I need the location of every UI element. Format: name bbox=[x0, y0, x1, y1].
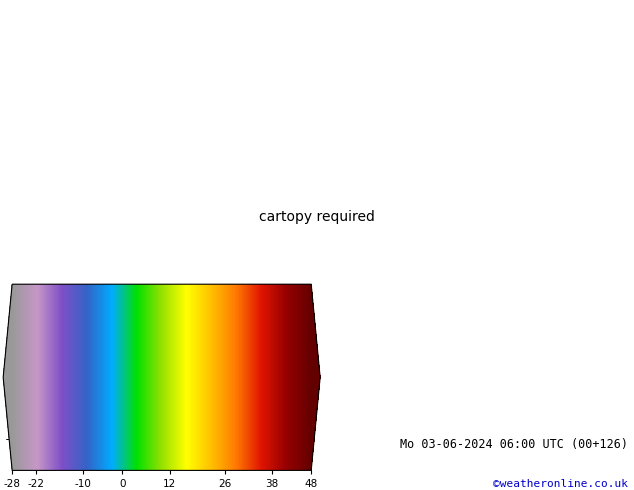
Text: Mo 03-06-2024 06:00 UTC (00+126): Mo 03-06-2024 06:00 UTC (00+126) bbox=[399, 438, 628, 451]
PathPatch shape bbox=[311, 284, 320, 470]
Text: Temperature (2m) [°C] ECMWF: Temperature (2m) [°C] ECMWF bbox=[6, 438, 198, 451]
Text: ©weatheronline.co.uk: ©weatheronline.co.uk bbox=[493, 479, 628, 489]
PathPatch shape bbox=[3, 284, 12, 470]
Text: cartopy required: cartopy required bbox=[259, 210, 375, 224]
